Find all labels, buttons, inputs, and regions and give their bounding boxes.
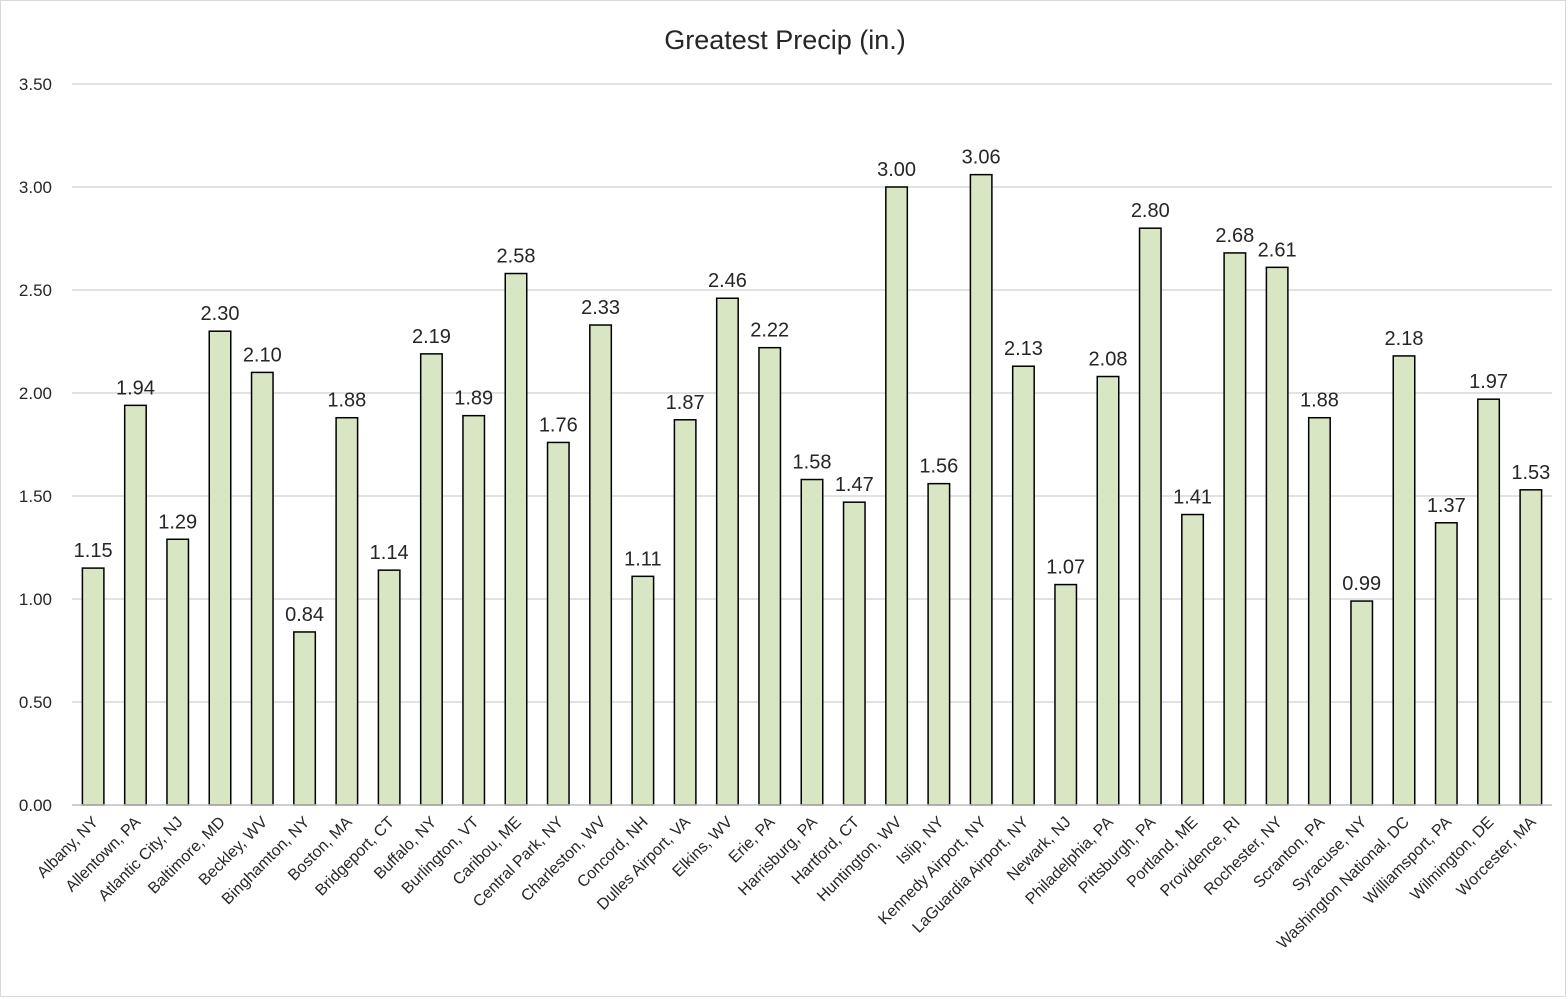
x-tick-label: Allentown, PA (63, 814, 145, 896)
data-label: 2.33 (581, 297, 620, 319)
bar (800, 478, 824, 806)
bar (1434, 522, 1458, 806)
data-label: 1.14 (370, 542, 409, 564)
data-label: 1.37 (1427, 495, 1466, 517)
bar (81, 567, 105, 806)
chart-title: Greatest Precip (in.) (664, 25, 906, 55)
data-label: 2.18 (1385, 328, 1424, 350)
data-label: 1.58 (793, 452, 832, 474)
bar (885, 186, 909, 806)
bar (758, 346, 782, 806)
data-labels: 1.15 1.94 1.29 2.302.10 0.84 1.88 1.14 2.19 1.89… (74, 147, 1551, 626)
data-label: 1.11 (624, 548, 661, 570)
data-label: 2.13 (1004, 338, 1043, 360)
bar (715, 297, 739, 806)
data-label: 2.80 (1131, 200, 1170, 222)
bar (208, 330, 232, 806)
data-label: 2.46 (708, 270, 747, 292)
y-tick-label: 1.00 (19, 590, 52, 609)
bar (419, 353, 443, 806)
data-label: 3.00 (877, 159, 916, 181)
data-label: 0.99 (1342, 573, 1381, 595)
bar (1477, 398, 1501, 806)
bar (1011, 365, 1035, 806)
data-label: 1.87 (666, 392, 705, 414)
bar (1519, 489, 1543, 806)
bar (969, 173, 993, 806)
y-tick-label: 2.50 (19, 281, 52, 300)
data-label: 2.68 (1215, 225, 1254, 247)
data-label: 1.56 (919, 456, 958, 478)
bar (1307, 416, 1331, 806)
bar (673, 419, 697, 806)
bar (1350, 600, 1374, 806)
data-label: 2.30 (201, 303, 240, 325)
data-label: 2.08 (1089, 349, 1128, 371)
data-label: 2.61 (1258, 239, 1297, 261)
y-tick-label: 0.50 (19, 693, 52, 712)
data-label: 1.94 (116, 377, 155, 399)
bar (462, 414, 486, 806)
data-label: 3.06 (962, 147, 1001, 169)
data-label: 0.84 (285, 604, 324, 626)
data-label: 2.19 (412, 326, 451, 348)
x-tick-label: Syracuse, NY (1289, 814, 1370, 895)
bar (1138, 227, 1162, 806)
bar (1392, 355, 1416, 806)
bar (166, 538, 190, 806)
y-tick-label: 3.50 (19, 75, 52, 94)
data-label: 1.88 (1300, 390, 1339, 412)
bar (631, 575, 655, 806)
y-tick-label: 1.50 (19, 487, 52, 506)
data-label: 2.22 (750, 320, 789, 342)
bar (123, 404, 147, 806)
data-label: 2.10 (243, 344, 282, 366)
bar (377, 569, 401, 806)
bar (927, 482, 951, 806)
y-tick-label: 2.00 (19, 384, 52, 403)
data-label: 1.41 (1173, 487, 1212, 509)
bar (842, 501, 866, 806)
bar (1096, 375, 1120, 806)
y-tick-label: 0.00 (19, 796, 52, 815)
gridlines (72, 83, 1552, 703)
data-label: 2.58 (497, 246, 536, 268)
bar (250, 371, 274, 806)
y-axis-tick-labels: 0.00 0.50 1.00 1.50 2.00 2.50 3.00 3.50 (19, 75, 52, 815)
bar (293, 631, 317, 806)
data-label: 1.29 (158, 511, 197, 533)
bar (589, 324, 613, 806)
data-label: 1.89 (454, 388, 493, 410)
data-label: 1.07 (1046, 557, 1085, 579)
bar (335, 416, 359, 806)
data-label: 1.53 (1511, 462, 1550, 484)
bar (1265, 266, 1289, 806)
data-label: 1.47 (835, 474, 874, 496)
data-label: 1.76 (539, 414, 578, 436)
x-tick-label: Worcester, MA (1454, 814, 1540, 900)
y-tick-label: 3.00 (19, 178, 52, 197)
bar (1181, 513, 1205, 806)
data-label: 1.88 (327, 390, 366, 412)
bar (546, 441, 570, 806)
bar (504, 272, 528, 806)
bars (81, 173, 1543, 806)
data-label: 1.97 (1469, 371, 1508, 393)
bar (1223, 252, 1247, 806)
data-label: 1.15 (74, 540, 113, 562)
bar (1054, 583, 1078, 806)
